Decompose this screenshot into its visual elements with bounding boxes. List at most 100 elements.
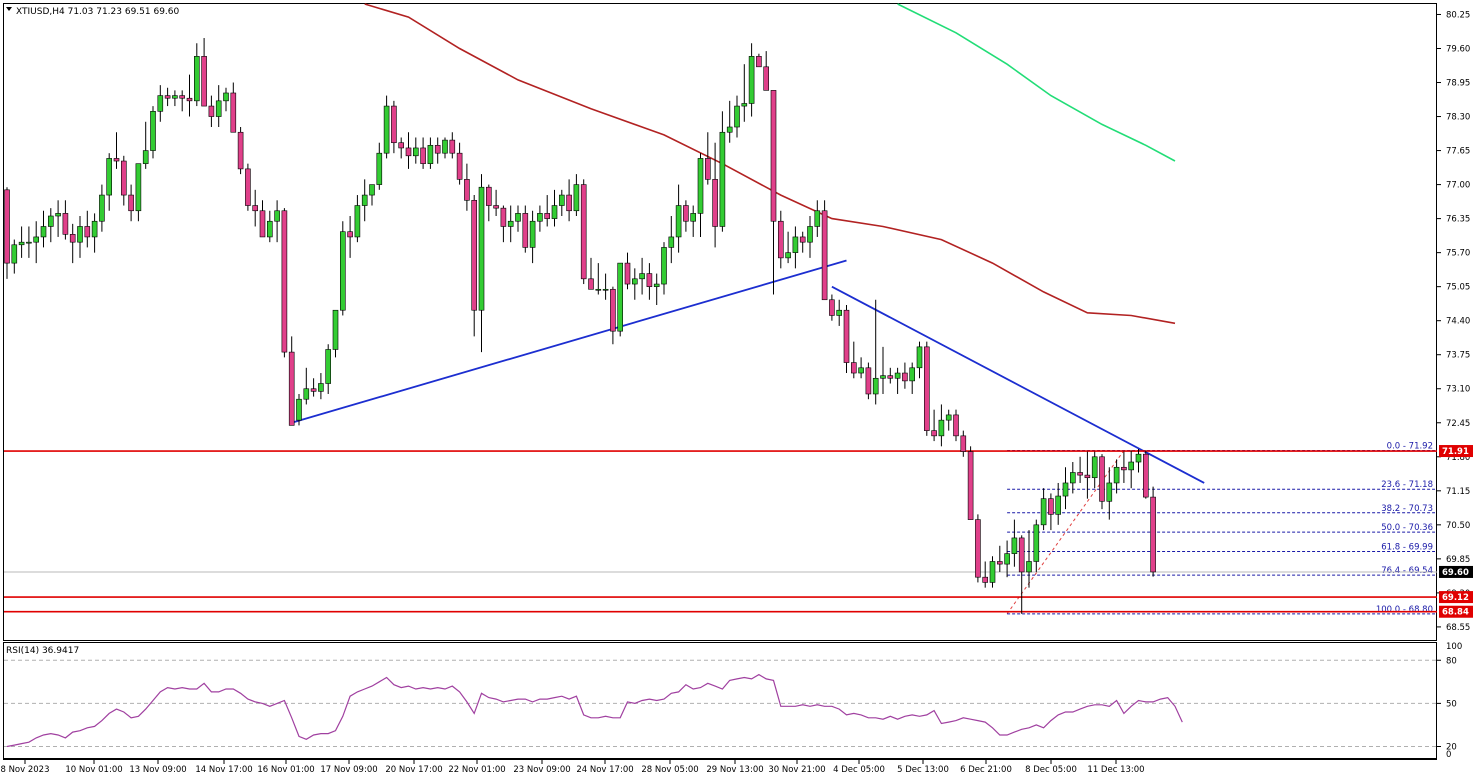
bear-candle [646, 273, 653, 287]
rsi-line [6, 673, 1183, 748]
bull-candle [383, 105, 390, 154]
fib-level-label: 61.8 - 69.99 [1381, 543, 1433, 553]
fib-level-label: 0.0 - 71.92 [1387, 442, 1433, 452]
bull-candle [1040, 498, 1047, 526]
bull-candle [945, 414, 952, 421]
moving-averages [364, 3, 1176, 325]
bear-candle [245, 168, 251, 206]
bull-candle [938, 419, 945, 437]
bull-candle [318, 383, 324, 392]
fib-level-label: 50.0 - 70.36 [1381, 523, 1433, 533]
price-tick-label: 68.55 [1446, 623, 1470, 633]
bull-candle [909, 367, 916, 382]
bull-candle [1004, 553, 1010, 565]
fibonacci-retracement[interactable]: 0.0 - 71.92 23.6 - 71.18 38.2 - 70.73 50.0 … [1006, 442, 1435, 615]
bull-candle [18, 241, 25, 246]
bear-candle [464, 179, 470, 201]
bull-candle [106, 158, 112, 196]
bear-candle [281, 210, 288, 353]
time-tick-label: 8 Dec 05:00 [1025, 765, 1077, 775]
price-tick-label: 73.75 [1446, 351, 1470, 361]
bull-candle [675, 205, 682, 238]
fib-level-label: 23.6 - 71.18 [1381, 480, 1433, 490]
price-tick-label: 76.35 [1446, 215, 1470, 225]
bull-candle [325, 349, 332, 384]
bear-candle [310, 388, 317, 392]
bull-candle [515, 213, 521, 222]
bull-candle [639, 273, 645, 280]
bear-candle [237, 131, 244, 170]
long-moving-average-line [897, 3, 1176, 162]
bull-candle [354, 205, 361, 238]
time-tick-label: 17 Nov 09:00 [320, 765, 377, 775]
time-tick-label: 29 Nov 13:00 [706, 765, 763, 775]
bear-candle [770, 90, 777, 222]
bull-candle [11, 244, 18, 264]
bull-candle [215, 100, 222, 117]
bear-candle [704, 158, 711, 180]
time-axis[interactable]: 8 Nov 2023 10 Nov 01:00 13 Nov 09:00 14 Nov… [0, 759, 1145, 775]
bull-candle [558, 194, 565, 206]
bull-candle [376, 152, 383, 185]
bull-candle [697, 158, 704, 214]
bear-candle [434, 145, 441, 154]
bull-candle [274, 210, 280, 222]
bull-candle [1070, 472, 1076, 484]
bear-candle [121, 160, 127, 196]
bear-candle [982, 576, 989, 583]
bear-candle [1018, 537, 1025, 573]
bull-candle [369, 184, 375, 196]
trendline-2[interactable] [831, 285, 1205, 484]
bull-candle [1062, 482, 1069, 497]
current-price-tag: 69.60 [1442, 568, 1469, 578]
bull-candle [1026, 561, 1032, 573]
price-tick-label: 79.60 [1446, 44, 1470, 54]
bull-candle [91, 220, 98, 238]
bear-candle [179, 95, 185, 99]
bear-candle [953, 414, 959, 437]
bear-candle [128, 194, 134, 212]
price-axis[interactable]: 80.25 79.60 78.95 78.30 77.65 77.00 76.35 75.70… [1437, 10, 1470, 633]
bull-candle [33, 236, 40, 243]
time-tick-label: 30 Nov 21:00 [768, 765, 825, 775]
bull-candle [223, 92, 229, 102]
bull-candle [55, 213, 61, 217]
bull-candle [412, 147, 419, 157]
bear-candle [829, 299, 835, 316]
trendline-1[interactable] [291, 259, 847, 424]
bear-candle [902, 372, 908, 382]
level-price-tag: 68.84 [1442, 608, 1469, 618]
bear-candle [1121, 466, 1127, 471]
rsi-tick-label: 50 [1446, 699, 1457, 709]
time-tick-label: 14 Nov 17:00 [195, 765, 252, 775]
trendlines[interactable] [291, 259, 1205, 484]
bear-candle [1143, 453, 1149, 498]
bear-candle [288, 351, 295, 426]
bear-candle [756, 56, 762, 68]
current-price-tag-bg [1439, 565, 1473, 578]
rsi-axis: 100 0 80 50 20 [1437, 642, 1462, 760]
bear-candle [975, 519, 981, 578]
level-price-tag-bg [1439, 445, 1473, 458]
bear-candle [580, 184, 587, 280]
rsi-tick-label: 80 [1446, 656, 1457, 666]
bull-candle [1033, 524, 1040, 562]
level-price-tag-bg [1439, 591, 1473, 604]
bear-candle [624, 262, 631, 285]
bull-candle [172, 95, 178, 99]
bear-candle [777, 220, 784, 259]
price-tick-label: 72.45 [1446, 419, 1470, 429]
fib-level-label: 100.0 - 68.80 [1376, 605, 1433, 615]
price-tick-label: 73.10 [1446, 385, 1470, 395]
time-tick-label: 24 Nov 17:00 [576, 765, 633, 775]
bull-candle [661, 247, 667, 285]
bear-candle [420, 147, 426, 164]
bull-candle [142, 150, 149, 164]
bear-candle [84, 226, 91, 238]
price-tick-label: 80.25 [1446, 10, 1470, 20]
collapse-arrow-icon[interactable] [6, 7, 12, 11]
bull-candle [748, 56, 755, 104]
price-tick-label: 71.15 [1446, 487, 1470, 497]
horizontal-levels[interactable] [4, 450, 1437, 613]
